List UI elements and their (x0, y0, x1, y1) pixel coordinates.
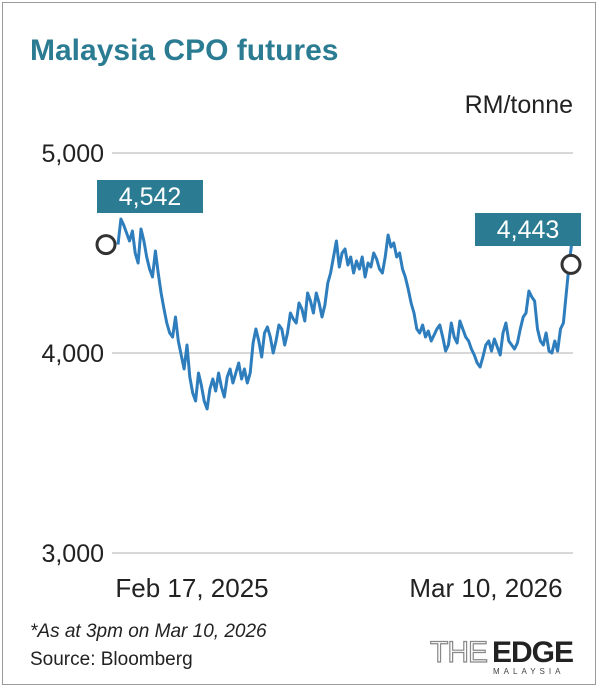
y-tick-label-1: 4,000 (41, 340, 104, 368)
callouts: 4,542 4,443 (95, 180, 582, 275)
x-tick-label-end: Mar 10, 2026 (409, 573, 562, 603)
source-note: Source: Bloomberg (30, 649, 193, 670)
y-tick-label-0: 5,000 (41, 140, 104, 168)
chart-title: Malaysia CPO futures (30, 34, 338, 67)
callout-label-start: 4,542 (119, 183, 182, 211)
callout-box-end (475, 213, 581, 246)
logo-the: THE (430, 636, 487, 669)
y-tick-label-2: 3,000 (41, 540, 104, 568)
logo-edge: EDGE (492, 636, 573, 669)
logo-sub: MALAYSIA (493, 667, 564, 676)
y-tick-labels: 5,000 4,000 3,000 (41, 140, 104, 568)
marker-start (95, 234, 117, 256)
callout-label-end: 4,443 (497, 216, 560, 244)
series-line (116, 217, 574, 411)
y-axis-unit: RM/tonne (465, 91, 573, 119)
footnote: *As at 3pm on Mar 10, 2026 (30, 621, 267, 642)
series-line-group (116, 217, 574, 411)
the-edge-logo: THE EDGE MALAYSIA (429, 635, 574, 676)
callout-box-start (97, 180, 203, 213)
x-tick-label-start: Feb 17, 2025 (115, 573, 268, 603)
marker-end (560, 253, 582, 275)
